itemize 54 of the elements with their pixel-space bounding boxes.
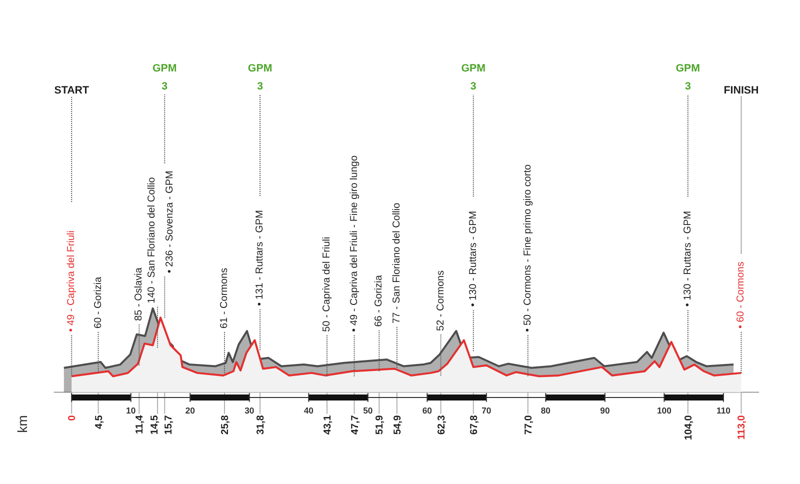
x-tick-label: 80 bbox=[540, 405, 551, 416]
x-tick-label: 50 bbox=[363, 405, 373, 416]
x2-tick-label: 104,0 bbox=[683, 414, 694, 440]
text: 3 bbox=[162, 80, 168, 93]
annotation: 60 - Gorizia bbox=[92, 276, 104, 328]
text: 3 bbox=[684, 80, 691, 93]
annotation: 61 - Cormons bbox=[219, 268, 230, 328]
text: 3 bbox=[257, 80, 264, 93]
annotation: 50 - Capriva del Friuli bbox=[322, 236, 333, 332]
x2-tick-label: 25,8 bbox=[220, 414, 231, 435]
text: 3 bbox=[470, 80, 476, 93]
x2-tick-label: 4,5 bbox=[94, 414, 105, 430]
text: GPM bbox=[461, 62, 486, 74]
x2-tick-label: 14,5 bbox=[150, 414, 161, 435]
x2-tick-label: 31,8 bbox=[256, 414, 267, 435]
x2-tick-label: 43,1 bbox=[322, 414, 334, 435]
annotation: • 49 - Capriva del Friuli bbox=[66, 230, 78, 332]
x2-axis-title: km bbox=[14, 415, 30, 433]
text: GPM bbox=[248, 62, 272, 74]
annotation: 52 - Cormons bbox=[435, 270, 446, 331]
annotation: 140 - San Floriano del Collio bbox=[146, 176, 158, 304]
x2-tick-label: 47,7 bbox=[350, 414, 361, 435]
x2-tick-label: 113,0 bbox=[736, 414, 748, 440]
x2-tick-label: 11,4 bbox=[134, 414, 146, 434]
x-tick-label: 60 bbox=[422, 405, 432, 416]
text: GPM bbox=[152, 62, 177, 74]
x-tick-label: 70 bbox=[482, 405, 492, 416]
x-tick-label: 30 bbox=[244, 405, 254, 416]
x2-tick-label: 0 bbox=[67, 414, 78, 421]
annotation: 77 - San Floriano del Collio bbox=[391, 202, 402, 324]
x-tick-label: 40 bbox=[304, 405, 314, 416]
x2-tick-label: 77,0 bbox=[523, 414, 534, 435]
x2-tick-label: 67,8 bbox=[468, 414, 480, 435]
annotation: 85 - Oslavia bbox=[134, 267, 145, 321]
text: START bbox=[54, 84, 90, 96]
annotation: • 130 - Ruttars - GPM bbox=[468, 210, 479, 307]
annotation: • 131 - Ruttars - GPM bbox=[254, 210, 266, 306]
x-tick-label: 100 bbox=[656, 405, 672, 416]
x2-tick-label: 51,9 bbox=[374, 414, 386, 435]
x2-tick-label: 15,7 bbox=[164, 414, 175, 435]
annotation: • 60 - Cormons bbox=[736, 262, 747, 328]
annotation: • 130 - Ruttars - GPM bbox=[682, 210, 694, 307]
x-tick-label: 20 bbox=[185, 405, 196, 416]
x-tick-label: 110 bbox=[716, 405, 731, 416]
x-tick-label: 90 bbox=[600, 405, 610, 416]
x-tick-label: 10 bbox=[126, 405, 136, 416]
x2-tick-label: 54,9 bbox=[392, 414, 404, 435]
annotation: • 49 - Capriva del Friuli - Fine giro lungo bbox=[348, 155, 360, 332]
annotation: • 236 - Sovenza - GPM bbox=[164, 170, 176, 274]
annotation: 66 - Gorizia bbox=[374, 274, 385, 327]
annotation: • 50 - Cormons - Fine primo giro corto bbox=[522, 164, 534, 332]
text: GPM bbox=[676, 62, 700, 74]
x2-tick-label: 62,3 bbox=[436, 414, 448, 435]
text: FINISH bbox=[724, 84, 759, 96]
